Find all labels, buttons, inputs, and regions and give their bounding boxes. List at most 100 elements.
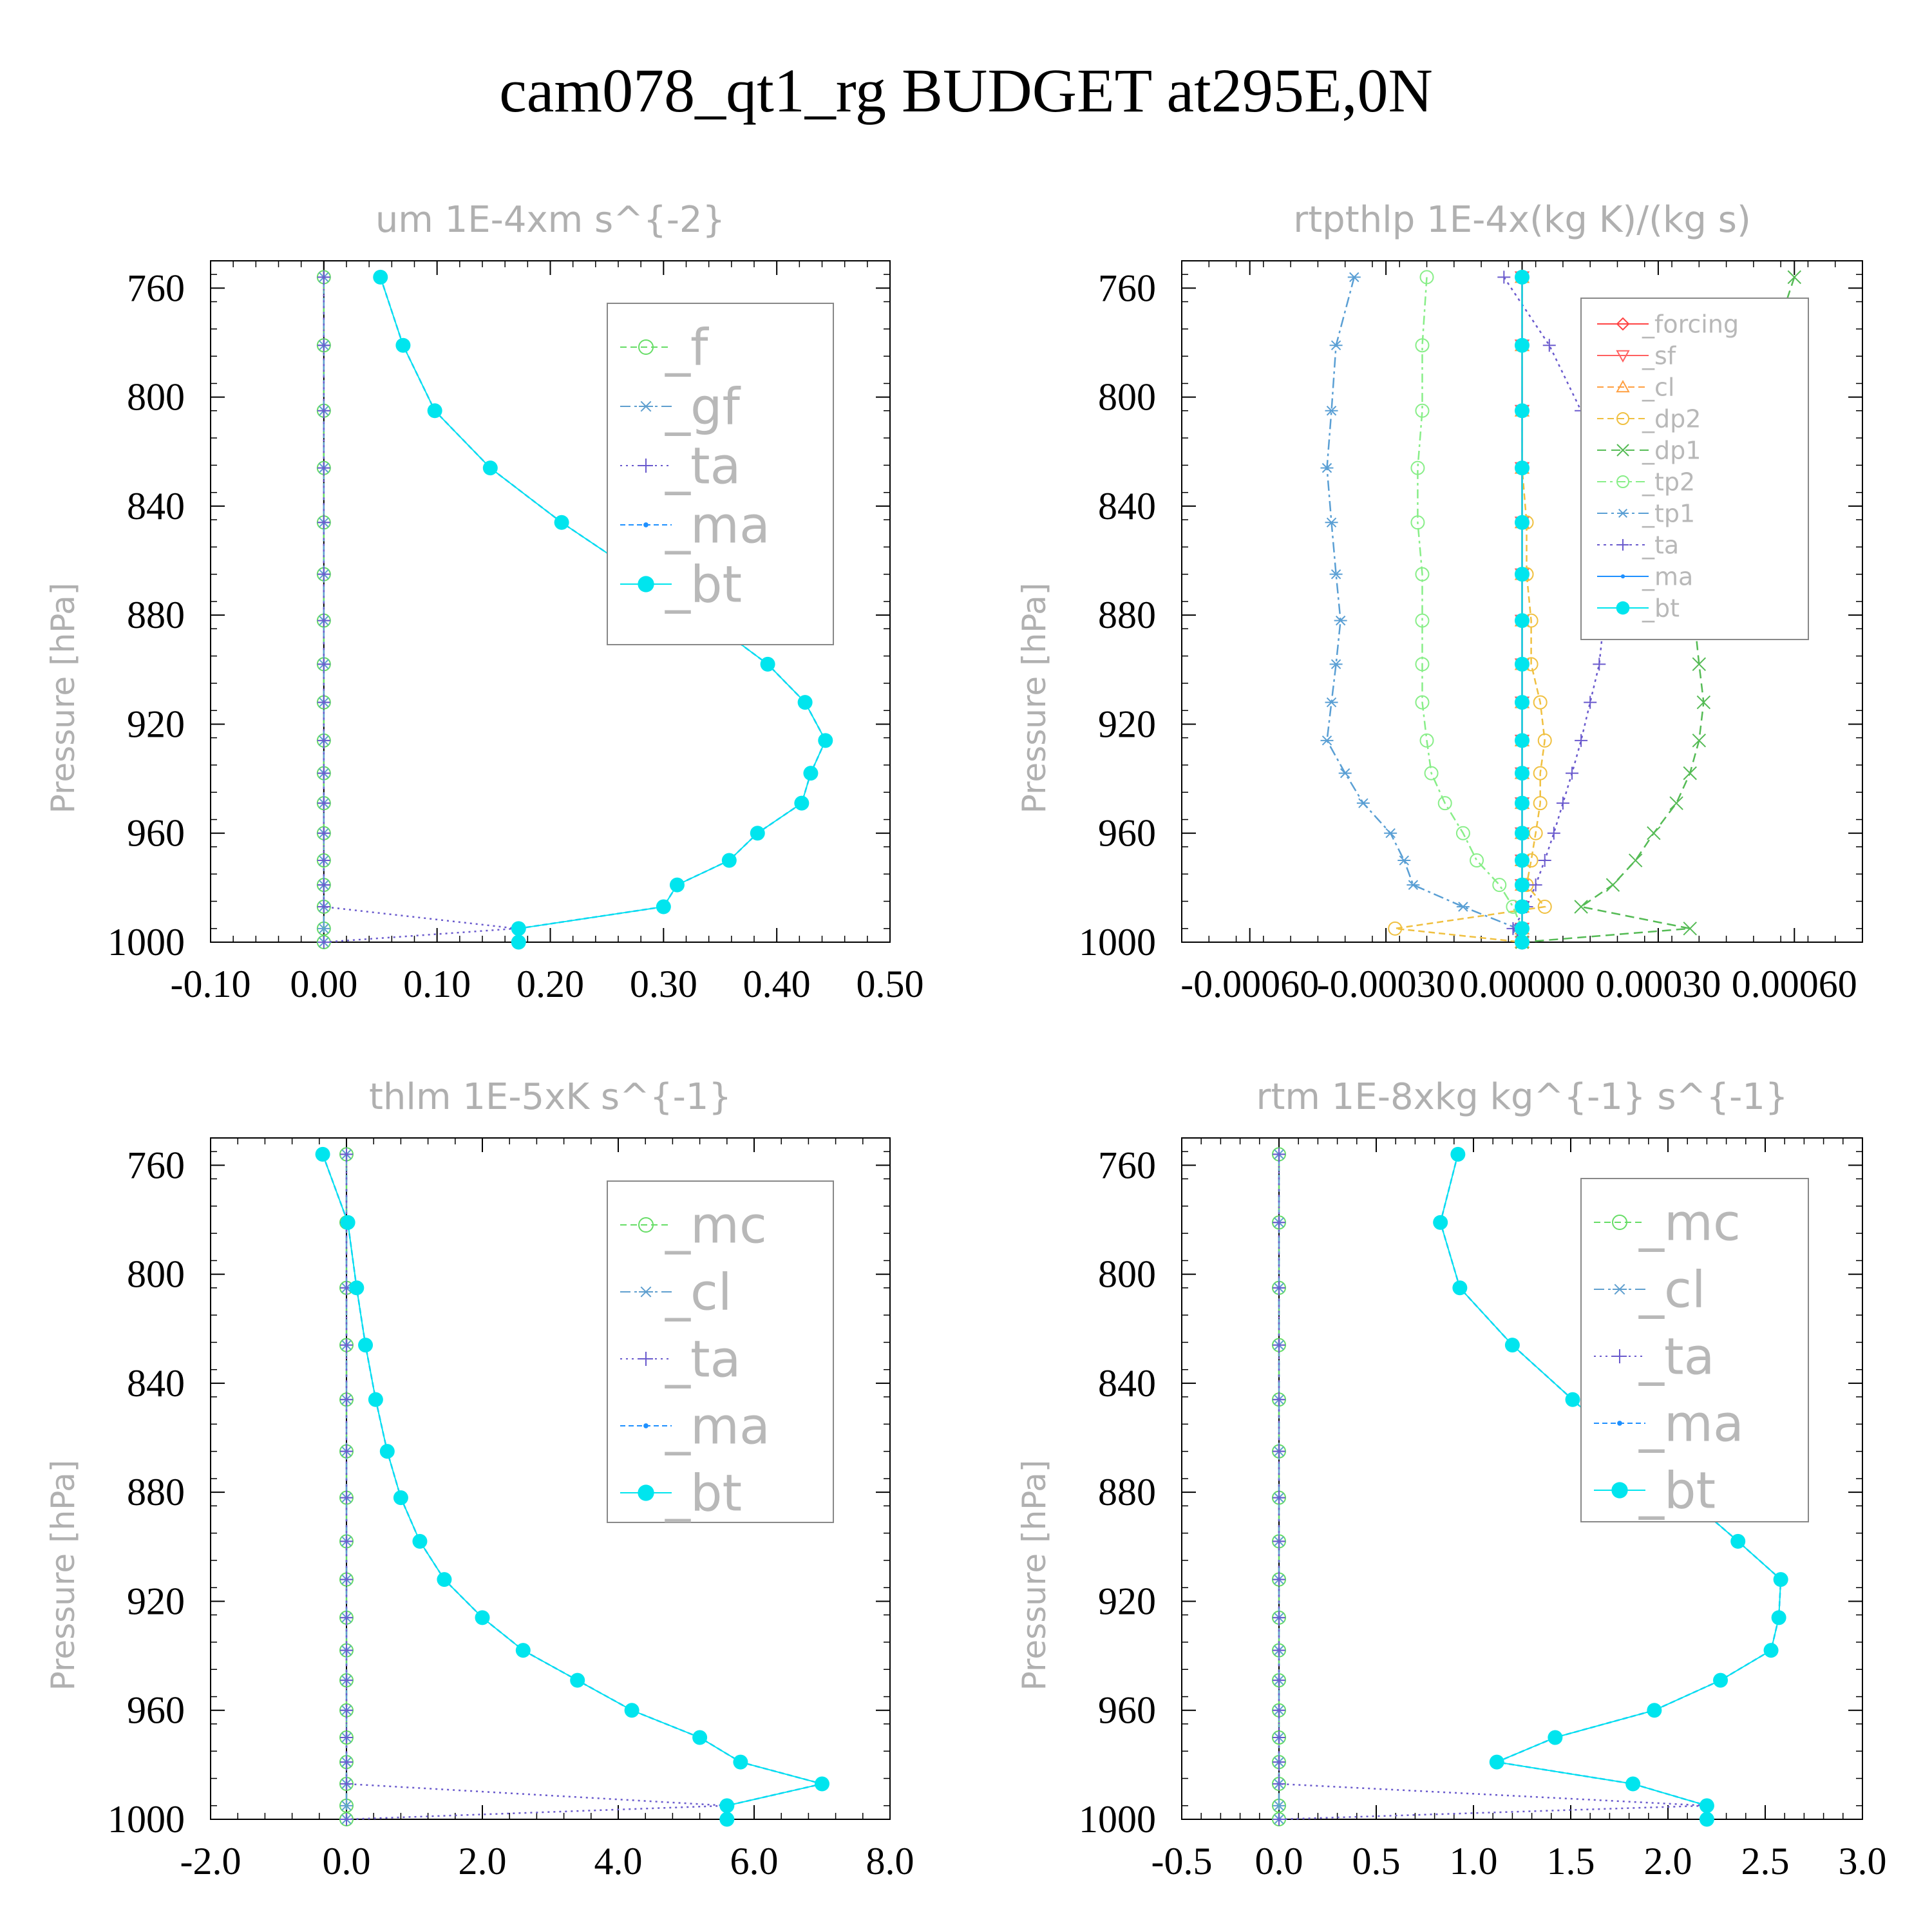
- data-point: [1455, 826, 1470, 840]
- x-tick-label: 0.30: [630, 963, 697, 1005]
- y-tick-label: 840: [1098, 1362, 1156, 1405]
- y-tick-label: 920: [1098, 1580, 1156, 1622]
- series_bt: [1515, 269, 1530, 950]
- x-tick-label: 0.00000: [1459, 963, 1585, 1005]
- data-point: [340, 1573, 353, 1586]
- data-point: [349, 1280, 365, 1296]
- y-tick-label: 1000: [108, 921, 185, 963]
- legend-entry: _forcing: [1597, 310, 1739, 338]
- legend-entry: _mc: [1594, 1194, 1741, 1252]
- legend-label: _ma: [1642, 562, 1693, 591]
- legend-marker: [643, 1423, 649, 1428]
- legend-label: _ta: [665, 437, 741, 495]
- legend-label: _forcing: [1642, 310, 1739, 338]
- data-point: [1334, 615, 1347, 626]
- data-point: [1273, 1756, 1285, 1769]
- legend-marker: [643, 522, 649, 527]
- x-tick-label: -0.00060: [1180, 963, 1319, 1005]
- data-point: [1763, 1643, 1779, 1658]
- data-point: [427, 403, 442, 419]
- data-point: [340, 1148, 353, 1161]
- data-point: [1515, 853, 1530, 868]
- data-point: [1347, 272, 1361, 283]
- data-point: [475, 1610, 490, 1625]
- data-point: [317, 826, 330, 840]
- data-point: [1415, 403, 1430, 418]
- data-point: [1273, 1703, 1285, 1717]
- legend-box: [1580, 298, 1809, 640]
- legend-marker: [639, 401, 653, 412]
- data-point: [750, 826, 765, 841]
- data-point: [340, 1215, 355, 1230]
- data-point: [1504, 1338, 1520, 1353]
- y-tick-label: 920: [127, 1580, 185, 1622]
- data-point: [1537, 899, 1552, 914]
- data-point: [1515, 826, 1530, 841]
- legend-label: _bt: [1642, 594, 1680, 622]
- x-tick-label: 1.5: [1547, 1840, 1595, 1882]
- data-point: [1515, 337, 1530, 353]
- legend-entry: _bt: [1597, 594, 1680, 622]
- x-tick-label: 0.20: [516, 963, 584, 1005]
- data-point: [1384, 828, 1397, 838]
- data-point: [1515, 567, 1530, 582]
- legend-marker: [1616, 475, 1629, 488]
- legend: _f_gf_ta_ma_bt: [607, 303, 834, 645]
- data-point: [1575, 734, 1588, 747]
- legend-marker: [1616, 412, 1629, 425]
- data-point: [437, 1572, 452, 1587]
- data-point: [515, 1643, 531, 1658]
- series_tp2: [1410, 270, 1530, 949]
- legend-entry: _tp2: [1597, 468, 1695, 496]
- legend-entry: _sf: [1597, 341, 1677, 370]
- data-point: [368, 1392, 383, 1407]
- x-tick-label: 0.0: [323, 1840, 371, 1882]
- x-tick-label: -0.10: [171, 963, 251, 1005]
- y-tick-label: 800: [127, 1253, 185, 1296]
- legend-label: _bt: [665, 556, 742, 614]
- data-point: [1547, 826, 1560, 840]
- y-tick-label: 880: [1098, 1471, 1156, 1513]
- data-point: [1533, 796, 1548, 811]
- y-tick-label: 840: [1098, 485, 1156, 527]
- x-tick-label: 0.50: [857, 963, 924, 1005]
- legend-marker: [639, 1286, 653, 1298]
- data-point: [1669, 796, 1683, 810]
- x-tick-label: 8.0: [866, 1840, 914, 1882]
- data-point: [1273, 1281, 1285, 1294]
- data-point: [340, 1777, 353, 1790]
- series-line: [1278, 1154, 1707, 1821]
- legend-entry: _ta: [620, 437, 741, 495]
- legend-entry: _mc: [620, 1197, 767, 1255]
- legend-entry: _dp2: [1597, 404, 1701, 433]
- data-point: [1515, 899, 1530, 914]
- data-point: [1515, 934, 1530, 950]
- data-point: [317, 734, 330, 747]
- data-point: [1566, 766, 1579, 780]
- legend-label: _ta: [665, 1331, 741, 1388]
- data-point: [1424, 766, 1439, 781]
- data-point: [1273, 1573, 1285, 1586]
- y-axis-label: Pressure [hPa]: [44, 583, 82, 814]
- data-point: [1419, 270, 1434, 285]
- data-point: [1273, 1393, 1285, 1406]
- y-tick-label: 760: [1098, 1144, 1156, 1186]
- data-point: [1456, 902, 1470, 912]
- data-point: [1415, 613, 1430, 628]
- legend-entry: _bt: [620, 556, 742, 614]
- x-tick-label: -0.00030: [1317, 963, 1455, 1005]
- data-point: [1325, 406, 1338, 416]
- y-axis-label: Pressure [hPa]: [1016, 1460, 1053, 1691]
- data-point: [1325, 517, 1338, 527]
- series-line: [1326, 277, 1523, 943]
- x-tick-label: -0.5: [1151, 1840, 1213, 1882]
- data-point: [1699, 1812, 1714, 1827]
- series_ta: [317, 270, 523, 949]
- y-axis-label: Pressure [hPa]: [1016, 583, 1053, 814]
- x-tick-label: 4.0: [594, 1840, 643, 1882]
- data-point: [1692, 657, 1707, 672]
- data-point: [692, 1730, 708, 1745]
- data-point: [1388, 921, 1403, 936]
- data-point: [1433, 1215, 1448, 1230]
- data-point: [1515, 613, 1530, 629]
